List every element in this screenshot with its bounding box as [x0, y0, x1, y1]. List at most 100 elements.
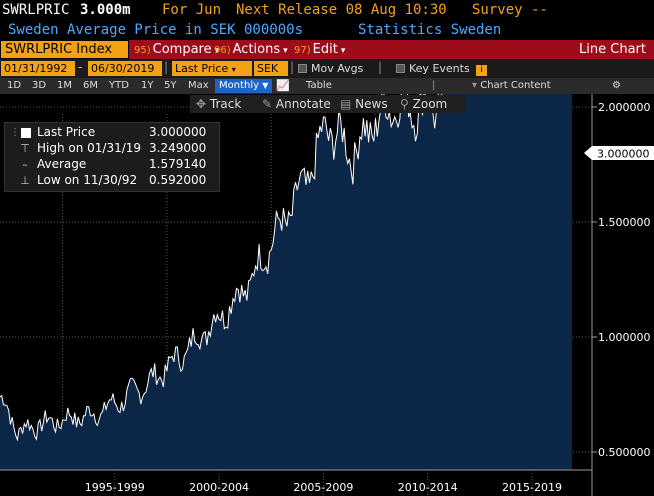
field-select-value: Last Price [175, 62, 229, 75]
key-events-toggle[interactable]: Key Events i [396, 61, 488, 76]
period-1d[interactable]: 1D [7, 80, 22, 91]
security-input[interactable]: SWRLPRIC Index [0, 40, 129, 59]
period-1y[interactable]: 1Y [141, 80, 154, 91]
edit-label: Edit [312, 42, 338, 57]
legend-last-price: ⋮ Last Price 3.000000 [5, 125, 219, 140]
average-marker-icon: – [22, 158, 28, 171]
field-select[interactable]: Last Price ▾ [172, 61, 252, 76]
legend-label: Last Price [37, 125, 96, 139]
currency-select-value: SEK [257, 62, 279, 75]
period-3d[interactable]: 3D [32, 80, 47, 91]
checkbox-icon [298, 64, 307, 73]
low-marker-icon: ⊥ [20, 174, 30, 187]
annotate-label: Annotate [275, 97, 331, 111]
price-chart[interactable]: 0.5000001.0000001.5000002.0000002.500000… [0, 94, 654, 496]
chevron-down-icon: ▾ [283, 46, 288, 56]
release-period: For Jun [162, 2, 222, 18]
chevron-down-icon: ▾ [214, 46, 220, 56]
news-button[interactable]: ▤ News [340, 95, 388, 113]
header-row-1: SWRLPRIC 3.000m For Jun Next Release 08 … [0, 0, 654, 21]
track-label: Track [209, 97, 242, 111]
ticker-symbol: SWRLPRIC [2, 2, 70, 18]
legend-value: 0.592000 [149, 173, 207, 187]
legend-average: – Average 1.579140 [5, 157, 219, 172]
divider: | [378, 60, 383, 74]
dropdown-icon: ▾ [472, 80, 478, 91]
divider: | [432, 80, 436, 91]
currency-select[interactable]: SEK ▾ [254, 61, 288, 89]
x-tick-label: 1995-1999 [85, 481, 145, 494]
current-value-label: 3.000000 [597, 148, 650, 161]
frequency-select[interactable]: Monthly ▼ [215, 79, 273, 93]
actions-menu[interactable]: 96) Actions ▾ [214, 40, 288, 59]
chart-type-label[interactable]: Line Chart [579, 42, 646, 57]
drag-handle-icon: ⋮ [10, 127, 20, 138]
y-axis-labels: 0.5000001.0000001.5000002.0000002.500000… [592, 101, 651, 459]
zoom-label: Zoom [412, 97, 448, 111]
edit-number: 97) [294, 45, 311, 56]
zoom-button[interactable]: ⚲ Zoom [400, 95, 447, 113]
x-axis-labels: 1995-1999 2000-2004 2005-2009 2010-2014 2015… [85, 481, 562, 494]
period-6m[interactable]: 6M [83, 80, 98, 91]
search-icon: ⚲ [400, 97, 409, 111]
header-row-2: Sweden Average Price in SEK 000000s Stat… [0, 21, 654, 40]
actions-number: 96) [214, 45, 231, 56]
price-area [0, 94, 572, 470]
compare-label: Compare [152, 42, 212, 57]
table-button[interactable]: Table [306, 80, 332, 91]
current-value-tag: 3.000000 [584, 146, 654, 161]
legend-label: High on 01/31/19 [37, 141, 142, 155]
chart-content-button[interactable]: ▾ Chart Content [472, 78, 551, 94]
key-events-label: Key Events [409, 62, 470, 75]
annotate-button[interactable]: ✎ Annotate [262, 95, 331, 113]
divider: | [290, 60, 295, 74]
legend-label: Average [37, 157, 87, 171]
pencil-icon: ✎ [262, 97, 273, 111]
chevron-down-icon: ▾ [231, 65, 236, 74]
next-release: Next Release 08 Aug 10:30 [236, 2, 447, 18]
period-1m[interactable]: 1M [57, 80, 72, 91]
x-tick-label: 2015-2019 [502, 481, 562, 494]
security-input-value: SWRLPRIC Index [5, 42, 113, 57]
line-chart-icon[interactable]: 📈 [276, 79, 290, 92]
track-button[interactable]: ✥ Track [196, 95, 241, 113]
y-tick-label: 1.500000 [598, 216, 651, 229]
chevron-down-icon: ▾ [340, 46, 346, 56]
legend-value: 1.579140 [149, 157, 207, 171]
legend-value: 3.000000 [149, 125, 207, 139]
info-icon: i [476, 65, 488, 76]
security-description: Sweden Average Price in SEK 000000s [8, 22, 304, 38]
legend-low: ⊥ Low on 11/30/92 0.592000 [5, 173, 219, 188]
legend-label: Low on 11/30/92 [37, 173, 138, 187]
period-ytd[interactable]: YTD [109, 80, 129, 91]
y-tick-label: 0.500000 [598, 446, 651, 459]
legend-value: 3.249000 [149, 141, 207, 155]
x-tick-label: 2005-2009 [293, 481, 353, 494]
crosshair-icon: ✥ [196, 97, 207, 111]
command-bar: SWRLPRIC Index 95) Compare ▾ 96) Actions ▾ 9… [0, 40, 654, 59]
period-max[interactable]: Max [188, 80, 209, 91]
checkbox-icon [396, 64, 405, 73]
last-value: 3.000m [80, 2, 131, 18]
mov-avgs-toggle[interactable]: Mov Avgs [298, 61, 363, 76]
gear-icon[interactable]: ⚙ [612, 80, 621, 91]
mov-avgs-label: Mov Avgs [311, 62, 364, 75]
compare-number: 95) [134, 45, 151, 56]
end-date-field[interactable]: 06/30/2019 [88, 61, 162, 76]
period-bar: 1D 3D 1M 6M YTD 1Y 5Y Max Monthly ▼ 📈 Ta… [0, 78, 654, 94]
x-tick-label: 2010-2014 [398, 481, 458, 494]
start-date-field[interactable]: 01/31/1992 [1, 61, 75, 76]
price-line [0, 94, 443, 442]
high-marker-icon: ⊤ [20, 142, 30, 155]
compare-menu[interactable]: 95) Compare ▾ [134, 40, 219, 59]
frequency-value: Monthly [219, 80, 260, 91]
series-swatch-icon [21, 128, 31, 138]
divider: | [164, 60, 169, 74]
data-source: Statistics Sweden [358, 22, 502, 38]
period-5y[interactable]: 5Y [164, 80, 177, 91]
news-icon: ▤ [340, 97, 352, 111]
edit-menu[interactable]: 97) Edit ▾ [294, 40, 345, 59]
chart-legend[interactable]: ⋮ Last Price 3.000000 ⊤ High on 01/31/19… [4, 122, 220, 192]
legend-high: ⊤ High on 01/31/19 3.249000 [5, 141, 219, 156]
chevron-down-icon: ▼ [262, 81, 269, 90]
